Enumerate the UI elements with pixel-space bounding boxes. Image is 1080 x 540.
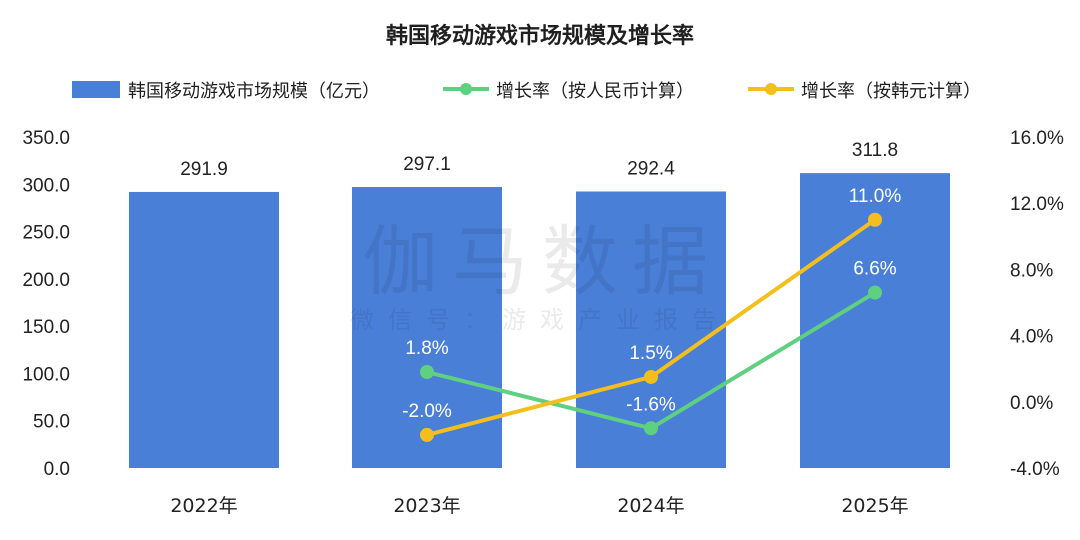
x-category-label: 2022年: [170, 495, 237, 517]
bar-labels-layer: 291.9 297.1 292.4 311.8: [180, 140, 898, 180]
y-left-tick-label: 0.0: [44, 459, 70, 480]
legend-label-bar: 韩国移动游戏市场规模（亿元）: [128, 81, 380, 102]
line-point: [420, 427, 434, 442]
x-category-label: 2025年: [841, 495, 908, 517]
point-labels-layer: 1.8% -1.6% 6.6% -2.0% 1.5% 11.0%: [402, 186, 901, 422]
watermark-main: 伽马数据: [362, 217, 722, 306]
watermark: 伽马数据 微信号：游戏产业报告: [350, 217, 730, 334]
line-point-label: -2.0%: [402, 401, 452, 422]
y-right-tick-label: 8.0%: [1010, 260, 1053, 281]
y-left-tick-label: 100.0: [22, 364, 70, 385]
y-left-tick-label: 300.0: [22, 175, 70, 196]
y-left-tick-label: 150.0: [22, 317, 70, 338]
y-left-tick-label: 350.0: [22, 128, 70, 149]
y-right-tick-label: 0.0%: [1010, 393, 1053, 414]
line-point-label: 1.5%: [629, 343, 672, 364]
y-right-tick-label: 16.0%: [1010, 128, 1064, 149]
line-point: [644, 369, 658, 384]
y-left-tick-label: 50.0: [33, 412, 70, 433]
line-point: [868, 285, 882, 300]
legend-marker-krw: [765, 83, 777, 95]
bar-data-label: 292.4: [627, 158, 675, 179]
line-point-label: 1.8%: [405, 338, 448, 359]
line-point: [868, 212, 882, 227]
y-axis-right: -4.0% 0.0% 4.0% 8.0% 12.0% 16.0%: [1010, 128, 1064, 480]
line-point-label: -1.6%: [626, 394, 676, 415]
bars-layer: [129, 173, 950, 469]
bar-data-label: 311.8: [852, 140, 898, 161]
x-category-label: 2023年: [393, 495, 460, 517]
line-point: [420, 365, 434, 380]
y-right-tick-label: 12.0%: [1010, 194, 1064, 215]
legend-label-rmb: 增长率（按人民币计算）: [496, 81, 694, 102]
legend: 韩国移动游戏市场规模（亿元） 增长率（按人民币计算） 增长率（按韩元计算）: [72, 81, 981, 102]
legend-label-krw: 增长率（按韩元计算）: [801, 81, 981, 102]
x-category-label: 2024年: [617, 495, 684, 517]
y-left-tick-label: 200.0: [22, 270, 70, 291]
lines-layer: [420, 212, 882, 442]
x-axis: 2022年 2023年 2024年 2025年: [170, 495, 908, 517]
bar-data-label: 291.9: [180, 159, 228, 180]
y-right-tick-label: 4.0%: [1010, 327, 1053, 348]
legend-swatch-bar: [72, 81, 120, 98]
y-axis-left: 0.0 50.0 100.0 150.0 200.0 250.0 300.0 350.0: [22, 128, 70, 480]
line-point-label: 6.6%: [853, 259, 896, 280]
bar-data-label: 297.1: [403, 154, 451, 175]
bar: [129, 191, 279, 469]
y-left-tick-label: 250.0: [22, 223, 70, 244]
line-point: [644, 421, 658, 436]
line-point-label: 11.0%: [849, 186, 902, 207]
legend-marker-rmb: [460, 83, 472, 95]
chart-title: 韩国移动游戏市场规模及增长率: [386, 23, 694, 49]
y-right-tick-label: -4.0%: [1010, 459, 1060, 480]
watermark-sub: 微信号：游戏产业报告: [350, 306, 730, 334]
